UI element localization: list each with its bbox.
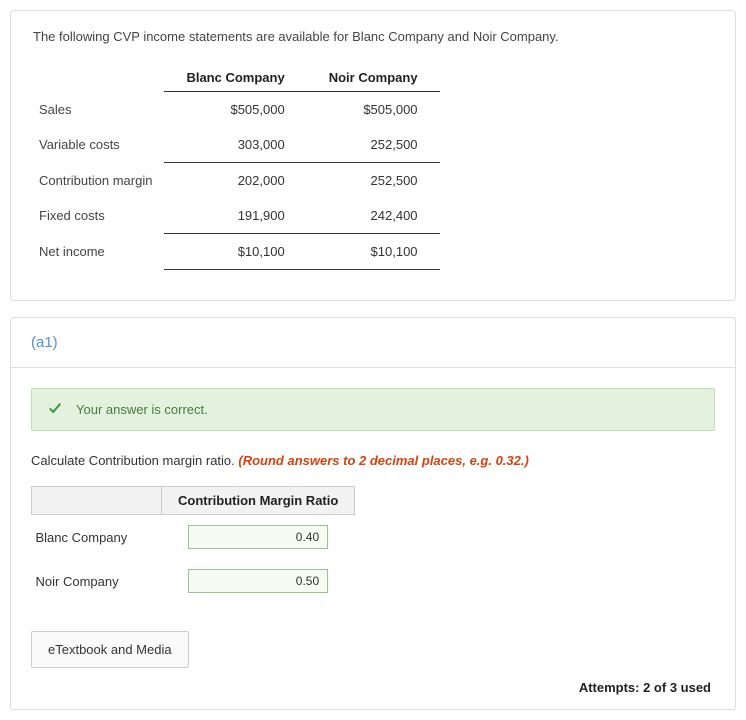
ratio-header: Contribution Margin Ratio	[162, 487, 355, 515]
table-row: Contribution margin 202,000 252,500	[39, 163, 440, 199]
col-header-noir: Noir Company	[307, 64, 440, 92]
row-label: Net income	[39, 234, 164, 270]
cell-value: $10,100	[164, 234, 306, 270]
cell-value: $505,000	[307, 92, 440, 128]
cvp-table: Blanc Company Noir Company Sales $505,00…	[39, 64, 440, 270]
ratio-row-label: Blanc Company	[32, 515, 162, 560]
alert-text: Your answer is correct.	[76, 402, 208, 417]
ratio-table: Contribution Margin Ratio Blanc Company …	[31, 486, 355, 603]
cell-value: 242,400	[307, 198, 440, 234]
table-row: Net income $10,100 $10,100	[39, 234, 440, 270]
ratio-row-label: Noir Company	[32, 559, 162, 603]
correct-alert: Your answer is correct.	[31, 388, 715, 431]
row-label: Fixed costs	[39, 198, 164, 234]
problem-intro: The following CVP income statements are …	[33, 29, 713, 44]
ratio-spacer	[32, 487, 162, 515]
instruction-text: Calculate Contribution margin ratio.	[31, 453, 238, 468]
answer-card: (a1) Your answer is correct. Calculate C…	[10, 317, 736, 710]
answer-field-noir[interactable]: 0.50	[188, 569, 328, 593]
instruction-hint: (Round answers to 2 decimal places, e.g.…	[238, 453, 528, 468]
cell-value: $10,100	[307, 234, 440, 270]
cell-value: 191,900	[164, 198, 306, 234]
answer-field-blanc[interactable]: 0.40	[188, 525, 328, 549]
cell-value: 252,500	[307, 163, 440, 199]
problem-card: The following CVP income statements are …	[10, 10, 736, 301]
part-id: (a1)	[11, 318, 735, 368]
row-label: Sales	[39, 92, 164, 128]
table-row: Noir Company 0.50	[32, 559, 355, 603]
row-label: Variable costs	[39, 127, 164, 163]
row-label: Contribution margin	[39, 163, 164, 199]
cell-value: 202,000	[164, 163, 306, 199]
etextbook-button[interactable]: eTextbook and Media	[31, 631, 189, 668]
attempts-text: Attempts: 2 of 3 used	[31, 680, 715, 695]
cell-value: 252,500	[307, 127, 440, 163]
table-row: Sales $505,000 $505,000	[39, 92, 440, 128]
instruction: Calculate Contribution margin ratio. (Ro…	[31, 453, 715, 468]
table-row: Variable costs 303,000 252,500	[39, 127, 440, 163]
cell-value: 303,000	[164, 127, 306, 163]
table-row: Fixed costs 191,900 242,400	[39, 198, 440, 234]
col-header-blanc: Blanc Company	[164, 64, 306, 92]
table-row: Blanc Company 0.40	[32, 515, 355, 560]
check-icon	[48, 401, 62, 418]
cell-value: $505,000	[164, 92, 306, 128]
